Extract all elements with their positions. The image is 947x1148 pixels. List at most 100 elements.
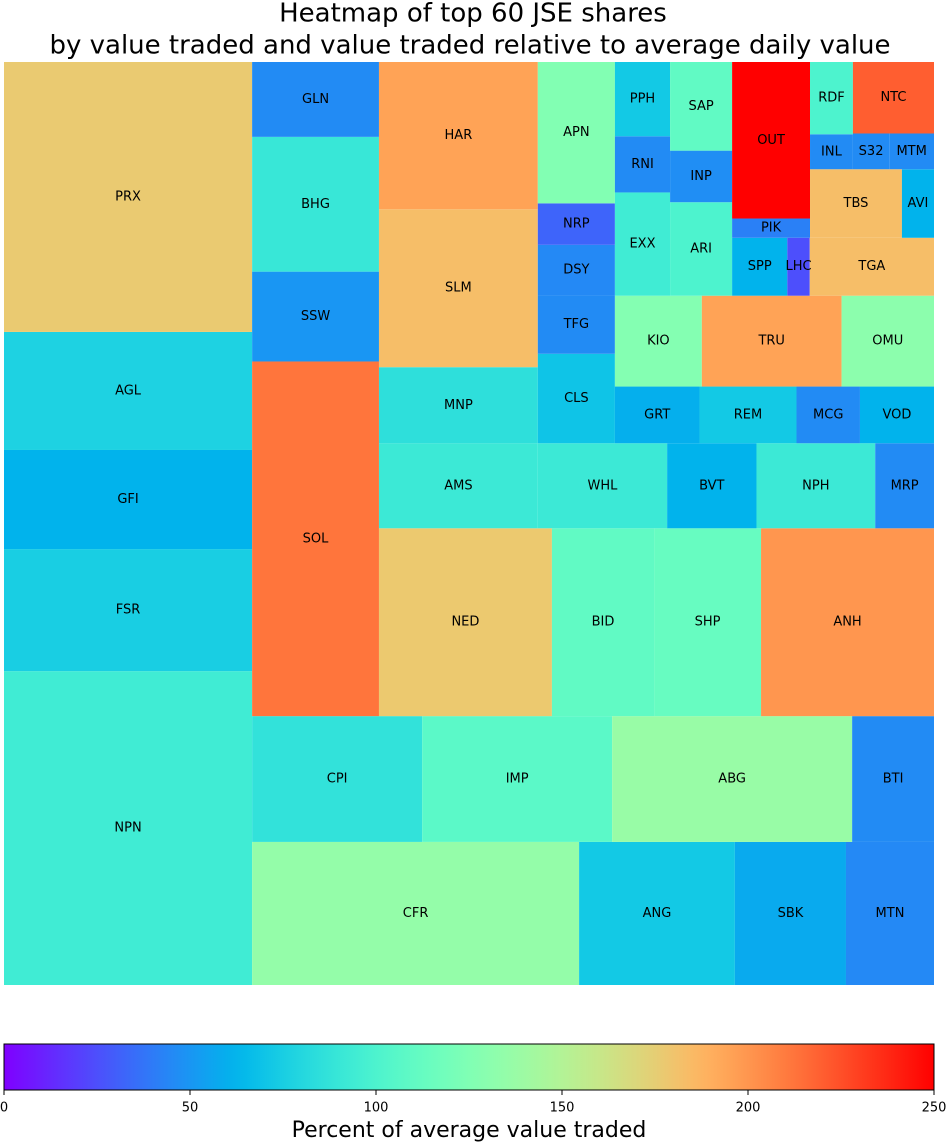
tile — [761, 528, 934, 717]
tile — [796, 386, 860, 444]
tile — [378, 443, 538, 529]
tile — [901, 169, 934, 238]
tile — [889, 133, 934, 170]
tile-label: MCG — [813, 407, 843, 422]
tile-label: GFI — [117, 492, 138, 507]
tile-label: CFR — [403, 906, 429, 921]
tile-label: WHL — [588, 478, 619, 493]
tile-label: KIO — [647, 334, 670, 349]
tile — [537, 353, 615, 444]
tile — [579, 841, 735, 985]
tile — [614, 386, 700, 444]
tile-label: BVT — [699, 478, 724, 493]
tile — [612, 716, 853, 842]
tile-label: SAP — [688, 99, 713, 114]
tile — [841, 295, 934, 387]
tile — [378, 367, 538, 444]
tile — [252, 361, 379, 717]
tile — [537, 295, 615, 354]
tile — [667, 443, 757, 529]
tile — [670, 150, 733, 203]
tile-label: PRX — [115, 189, 141, 204]
tile-label: BTI — [883, 772, 904, 787]
colorbar-tick-label: 250 — [922, 1101, 947, 1116]
tile — [252, 841, 580, 985]
tile — [614, 192, 671, 296]
colorbar — [3, 1043, 935, 1091]
tile-label: MNP — [444, 398, 473, 413]
colorbar-label: Percent of average value traded — [292, 1118, 647, 1143]
tile — [252, 136, 379, 272]
tile — [551, 528, 655, 717]
tile — [701, 295, 842, 387]
tile-label: NPH — [802, 478, 829, 493]
tile — [852, 133, 890, 170]
tile — [378, 528, 552, 717]
colorbar-tick-label: 50 — [182, 1101, 199, 1116]
tile — [378, 209, 538, 368]
tile-label: CPI — [327, 772, 348, 787]
tile-label: TFG — [563, 317, 590, 332]
tile-label: NPN — [114, 821, 141, 836]
tile — [4, 449, 253, 550]
tile — [614, 295, 702, 387]
tile-label: NED — [451, 615, 479, 630]
tile-label: MTM — [896, 144, 926, 159]
tile-label: INP — [690, 169, 712, 184]
colorbar-tick-label: 150 — [550, 1101, 575, 1116]
tile-label: AMS — [444, 478, 472, 493]
tile-label: NRP — [563, 217, 590, 232]
tile-label: GLN — [302, 92, 329, 107]
tile — [378, 62, 538, 210]
tile — [4, 331, 253, 450]
tile-label: BID — [592, 615, 615, 630]
tile — [670, 62, 733, 151]
tile-label: HAR — [445, 128, 473, 143]
tile — [537, 443, 668, 529]
tile — [810, 62, 853, 135]
tile-label: IMP — [506, 772, 529, 787]
tile-label: TRU — [757, 334, 785, 349]
tile-label: SPP — [748, 259, 772, 274]
tile-label: SOL — [303, 531, 329, 546]
tile — [614, 136, 671, 193]
tile-label: INL — [821, 144, 843, 159]
tile — [4, 62, 253, 332]
tile — [422, 716, 613, 842]
tile-label: ABG — [718, 772, 746, 787]
tile-label: SSW — [301, 309, 331, 324]
tile — [756, 443, 876, 529]
tile-label: OUT — [757, 133, 785, 148]
tile-label: CLS — [564, 391, 589, 406]
tile — [699, 386, 797, 444]
tile-label: TBS — [843, 196, 869, 211]
tile-label: OMU — [872, 334, 903, 349]
tile-label: NTC — [880, 90, 906, 105]
tile — [852, 62, 934, 134]
tile-label: S32 — [859, 144, 884, 159]
tile-label: SLM — [445, 281, 472, 296]
tile — [732, 237, 788, 296]
tile-label: SHP — [695, 615, 721, 630]
chart-title: by value traded and value traded relativ… — [49, 31, 890, 61]
tile — [252, 62, 379, 137]
tile-label: EXX — [629, 237, 655, 252]
tile — [732, 62, 811, 219]
tile — [787, 237, 810, 296]
tile — [654, 528, 762, 717]
colorbar-tick-label: 100 — [364, 1101, 389, 1116]
tile-label: RNI — [631, 157, 654, 172]
tile — [252, 271, 379, 362]
tile-label: AVI — [908, 196, 929, 211]
tile-label: LHC — [785, 259, 811, 274]
tile — [4, 549, 253, 672]
tile-label: DSY — [563, 263, 589, 278]
tile-label: MTN — [876, 906, 905, 921]
tile — [859, 386, 934, 444]
tile-label: BHG — [301, 197, 330, 212]
tile — [670, 202, 733, 296]
tile — [614, 62, 671, 137]
tile-label: MRP — [891, 478, 919, 493]
tile-label: TGA — [857, 259, 885, 274]
